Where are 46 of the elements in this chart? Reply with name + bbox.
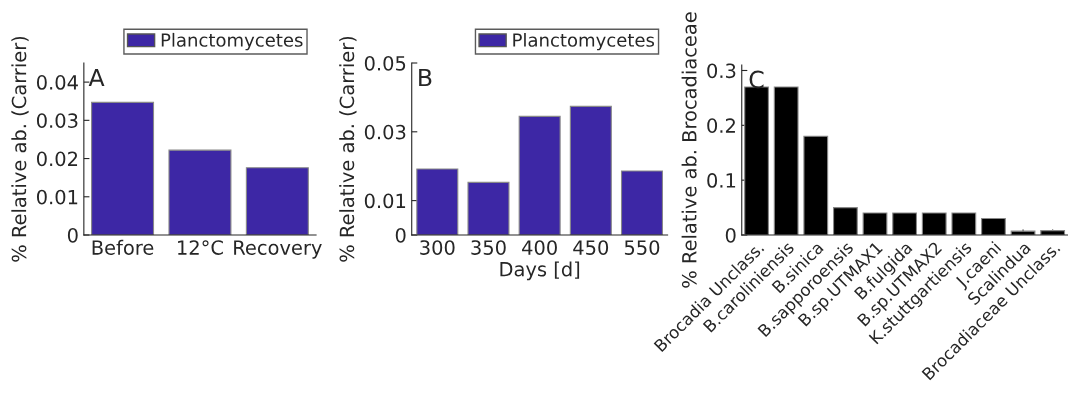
x-tick-label: 400: [522, 240, 557, 255]
bar: [416, 168, 459, 235]
y-tick-label: 0.02: [36, 151, 78, 167]
bar: [91, 101, 155, 235]
y-tick-label: 0.01: [36, 189, 78, 205]
bar: [803, 135, 829, 235]
y-tick-label: 0.1: [707, 173, 736, 188]
y-tick-label: 0.3: [707, 63, 736, 79]
bar: [467, 181, 510, 235]
bar: [168, 149, 232, 235]
annotation: B: [419, 68, 432, 87]
y-axis-title: % Relative ab. (Carrier): [11, 36, 29, 262]
x-tick-label: Recovery: [234, 240, 322, 259]
y-tick-label: 0: [67, 227, 78, 243]
y-tick-label: 0.05: [364, 55, 406, 71]
x-tick-label: 12°C: [178, 240, 223, 255]
bar: [245, 167, 309, 235]
y-tick-label: 0.2: [707, 118, 735, 133]
bar: [921, 212, 947, 235]
x-tick-label: 350: [471, 240, 506, 255]
y-tick-label: 0: [725, 227, 736, 243]
x-tick-label: 300: [420, 240, 455, 255]
legend-label: Planctomycetes: [161, 32, 303, 51]
y-tick-label: 0: [395, 227, 406, 243]
annotation: A: [88, 68, 105, 87]
y-tick-label: 0.03: [36, 113, 78, 128]
bar: [862, 212, 888, 235]
bar: [620, 170, 664, 235]
bar: [518, 115, 561, 235]
bar: [951, 212, 977, 235]
y-tick-label: 0.01: [364, 193, 406, 209]
bar: [892, 212, 918, 235]
x-tick-label: Before: [92, 239, 154, 255]
bar: [773, 86, 799, 235]
x-tick-label: 450: [573, 240, 609, 255]
x-axis-title: Days [d]: [500, 261, 580, 281]
x-tick-label: 550: [624, 240, 660, 255]
y-tick-label: 0.03: [364, 124, 406, 140]
bar: [832, 207, 858, 235]
y-axis-title: % Relative ab. (Carrier): [339, 36, 357, 262]
y-tick-label: 0.04: [36, 75, 78, 90]
bar: [569, 105, 612, 235]
bar: [981, 217, 1006, 235]
annotation: C: [749, 70, 764, 89]
y-axis-title: % Relative ab. Brocadiaceae: [681, 12, 697, 288]
legend-label: Planctomycetes: [513, 32, 655, 51]
